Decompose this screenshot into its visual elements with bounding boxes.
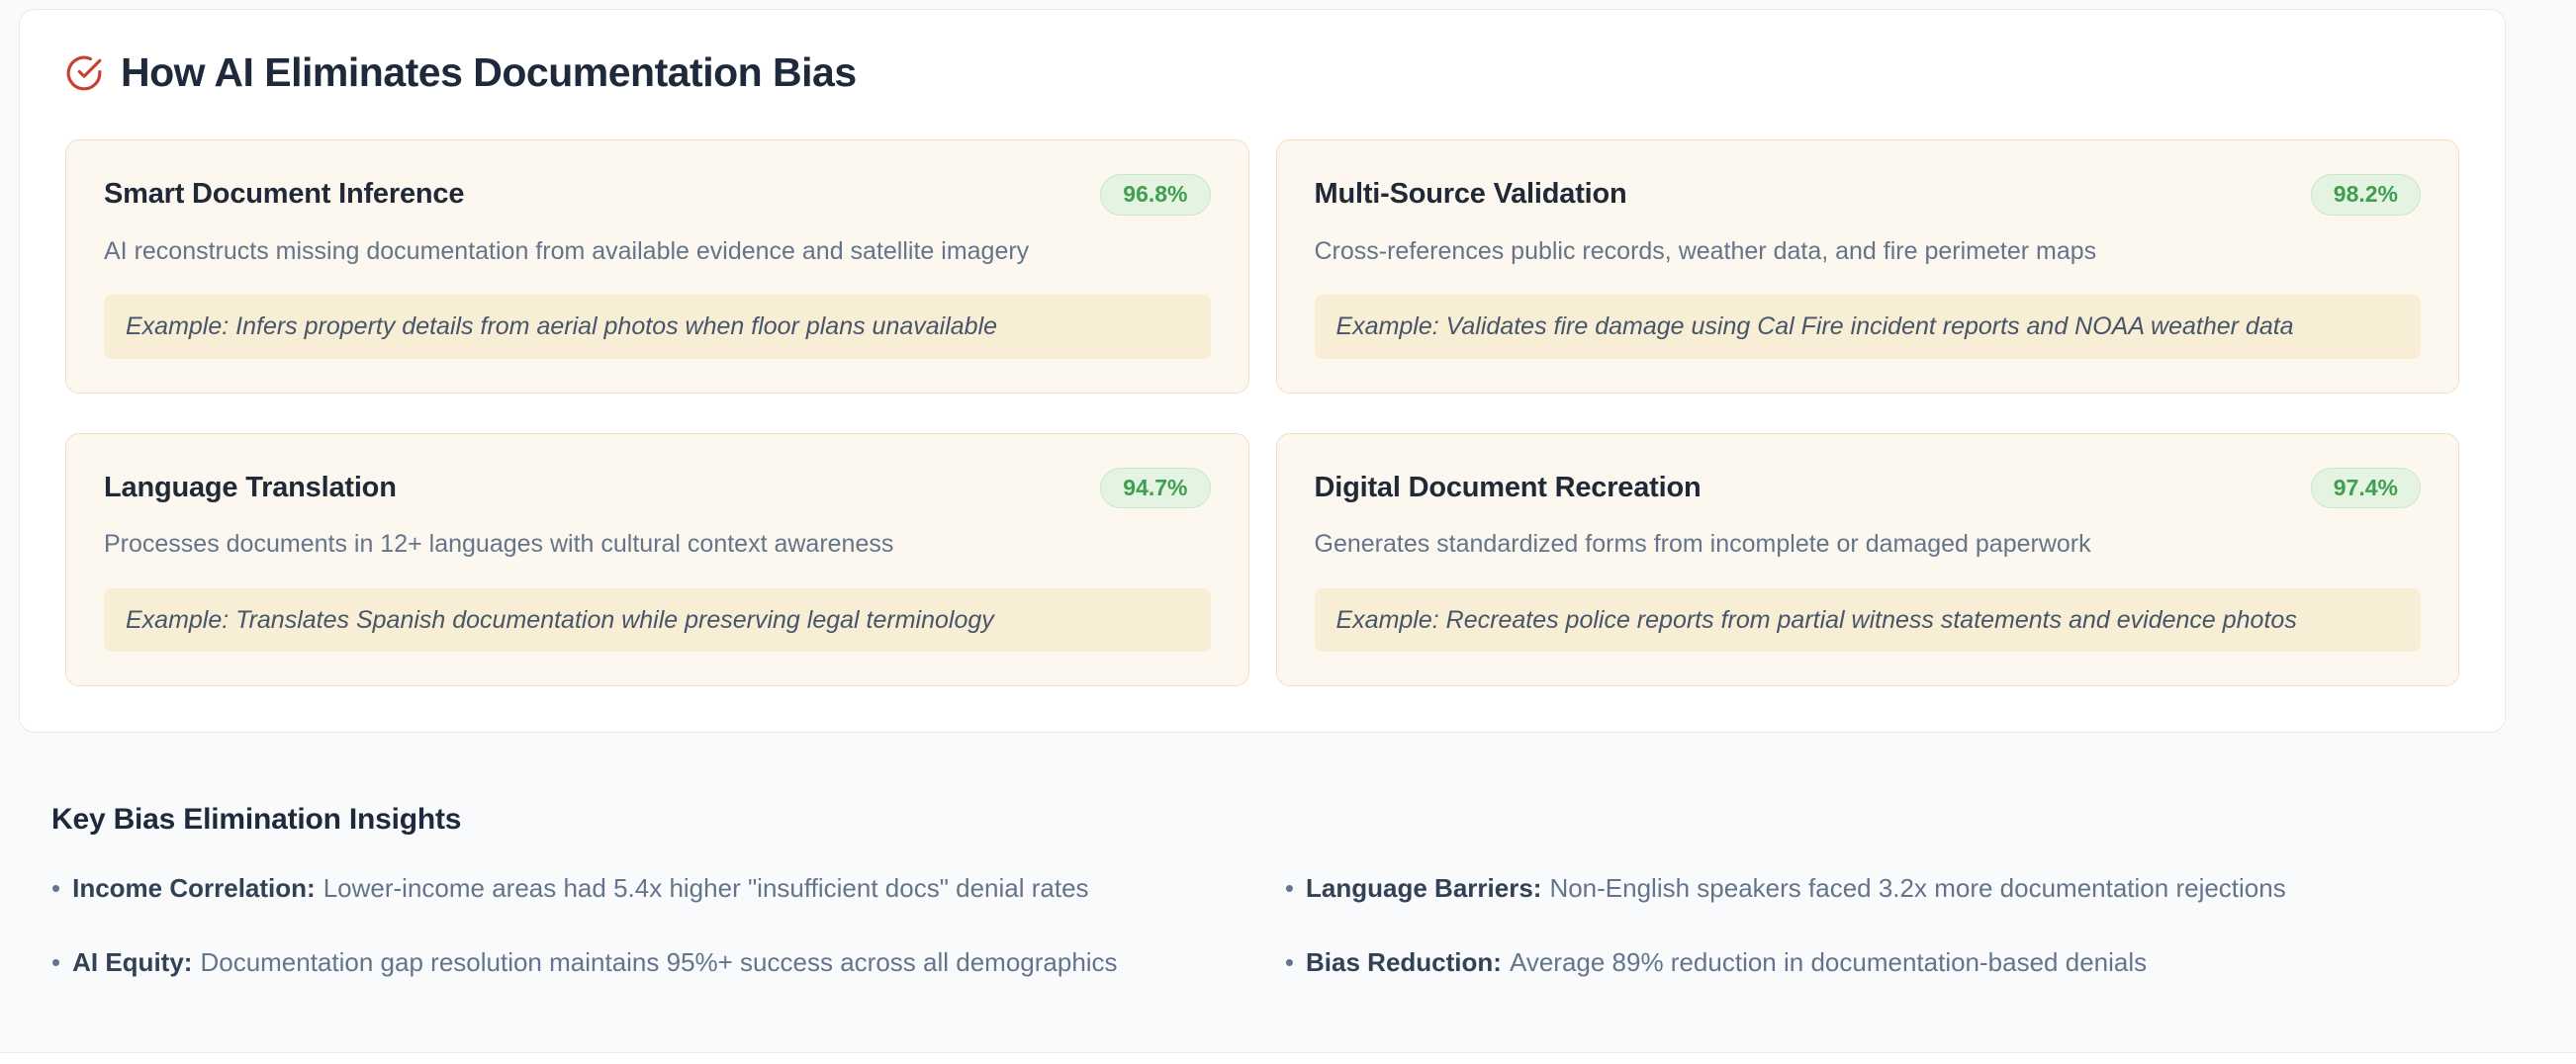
bullet-icon: •: [51, 873, 61, 903]
insight-text: Average 89% reduction in documentation-b…: [1509, 946, 2148, 977]
accuracy-badge: 96.8%: [1100, 174, 1211, 216]
capability-card-smart-document-inference: Smart Document Inference 96.8% AI recons…: [65, 139, 1249, 394]
card-header: Smart Document Inference 96.8%: [104, 174, 1211, 216]
card-header: Digital Document Recreation 97.4%: [1314, 467, 2421, 509]
bullet-icon: •: [1284, 873, 1295, 903]
card-title: Smart Document Inference: [104, 178, 465, 211]
panel-header: How AI Eliminates Documentation Bias: [65, 49, 2459, 96]
card-example: Example: Translates Spanish documentatio…: [104, 587, 1211, 653]
card-example: Example: Infers property details from ae…: [104, 295, 1211, 359]
card-description: Generates standardized forms from incomp…: [1314, 530, 2091, 559]
accuracy-badge: 98.2%: [2310, 174, 2421, 216]
insight-text: Lower-income areas had 5.4x higher "insu…: [322, 873, 1089, 903]
card-header: Language Translation 94.7%: [104, 467, 1211, 509]
key-insights-section: Key Bias Elimination Insights • Income Co…: [51, 803, 2465, 978]
accuracy-badge: 94.7%: [1100, 467, 1211, 509]
capability-card-digital-document-recreation: Digital Document Recreation 97.4% Genera…: [1275, 432, 2459, 687]
insight-ai-equity: • AI Equity: Documentation gap resolution …: [51, 946, 1255, 979]
bullet-icon: •: [1284, 946, 1295, 977]
card-description: Processes documents in 12+ languages wit…: [104, 530, 894, 559]
bullet-icon: •: [51, 946, 61, 977]
card-description: AI reconstructs missing documentation fr…: [104, 236, 1030, 265]
insight-label: Language Barriers:: [1306, 873, 1542, 903]
insight-income-correlation: • Income Correlation: Lower-income areas h…: [51, 872, 1255, 905]
insight-language-barriers: • Language Barriers: Non-English speakers …: [1285, 872, 2465, 905]
insights-heading: Key Bias Elimination Insights: [51, 803, 462, 836]
capability-card-language-translation: Language Translation 94.7% Processes doc…: [65, 432, 1249, 687]
card-description: Cross-references public records, weather…: [1314, 236, 2097, 265]
insight-bias-reduction: • Bias Reduction: Average 89% reduction in…: [1285, 946, 2465, 979]
capability-grid: Smart Document Inference 96.8% AI recons…: [65, 139, 2459, 687]
capability-card-multi-source-validation: Multi-Source Validation 98.2% Cross-refe…: [1275, 139, 2459, 394]
card-header: Multi-Source Validation 98.2%: [1314, 174, 2421, 216]
insight-label: Bias Reduction:: [1306, 946, 1502, 977]
card-title: Multi-Source Validation: [1314, 178, 1627, 211]
documentation-bias-panel: How AI Eliminates Documentation Bias Sma…: [19, 9, 2506, 734]
card-example: Example: Recreates police reports from p…: [1314, 587, 2421, 653]
insights-grid: • Income Correlation: Lower-income areas h…: [51, 872, 2465, 978]
bottom-divider: [0, 1052, 2576, 1064]
card-title: Language Translation: [104, 471, 397, 503]
insight-text: Documentation gap resolution maintains 9…: [200, 946, 1118, 977]
accuracy-badge: 97.4%: [2310, 467, 2421, 509]
insight-label: AI Equity:: [72, 946, 193, 977]
card-example: Example: Validates fire damage using Cal…: [1314, 295, 2421, 359]
card-title: Digital Document Recreation: [1314, 471, 1702, 503]
panel-title: How AI Eliminates Documentation Bias: [121, 49, 857, 95]
insight-label: Income Correlation:: [72, 873, 316, 903]
check-circle-icon: [65, 54, 103, 92]
insight-text: Non-English speakers faced 3.2x more doc…: [1549, 873, 2286, 903]
